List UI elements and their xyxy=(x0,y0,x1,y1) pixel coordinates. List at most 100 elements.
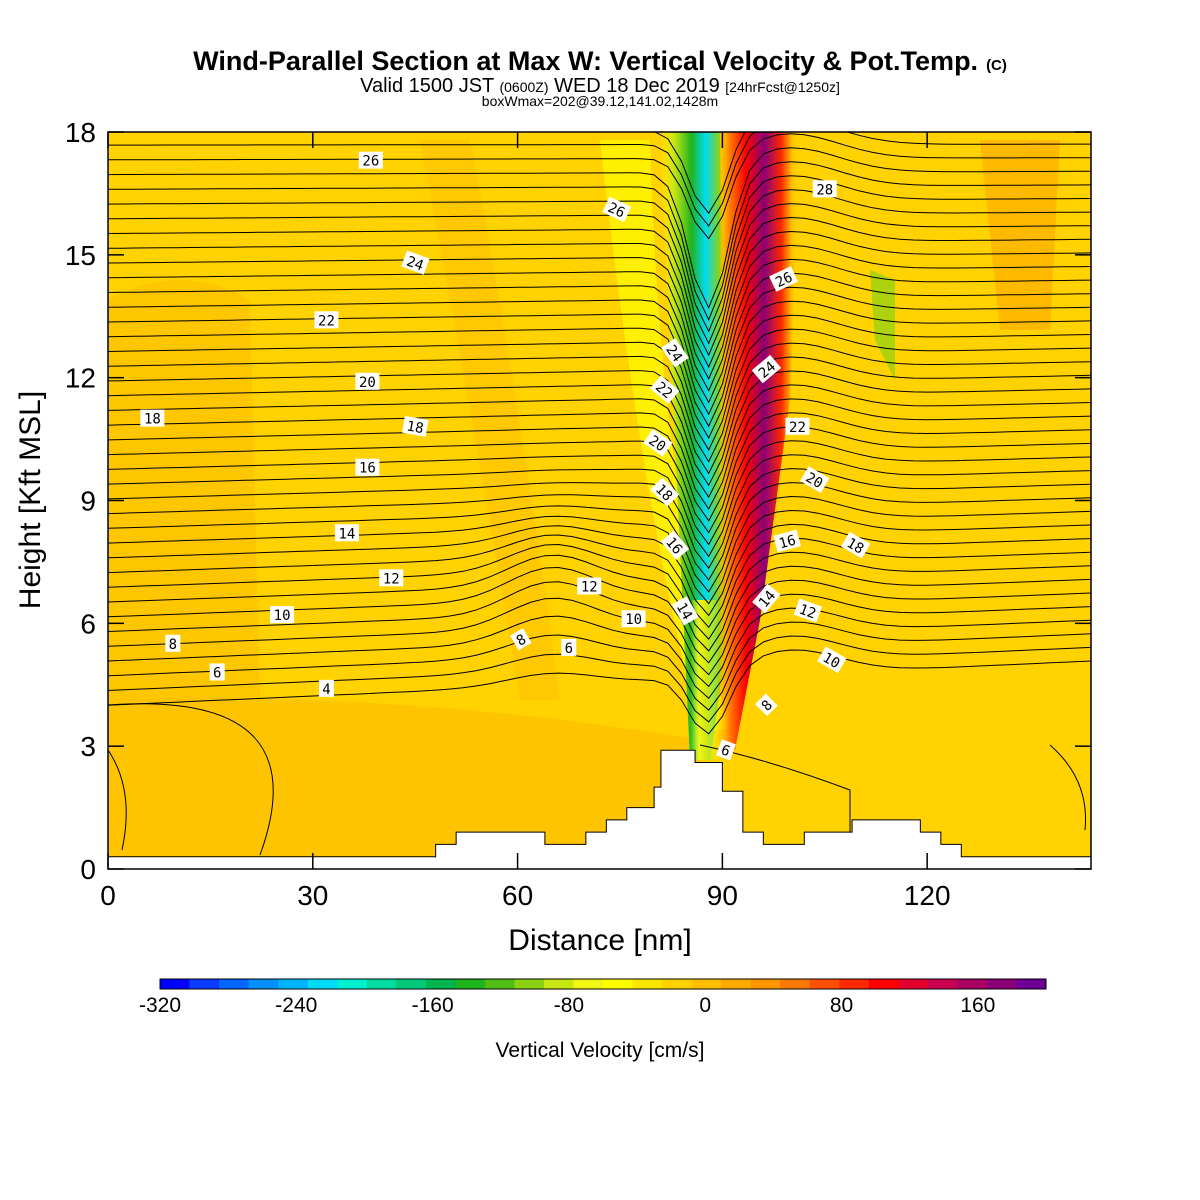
y-tick-label: 3 xyxy=(80,731,96,762)
contour-label-text: 16 xyxy=(777,533,797,553)
isentrope-line xyxy=(108,175,1091,333)
contour-label-text: 10 xyxy=(625,612,642,628)
contour-label-box xyxy=(769,266,799,292)
y-tick-label: 9 xyxy=(80,486,96,517)
contour-label-box xyxy=(643,428,673,457)
contour-label: 6 xyxy=(561,638,577,657)
colorbar-tick-label: -240 xyxy=(275,994,317,1017)
velocity-contours xyxy=(108,703,1087,856)
colorbar-swatch xyxy=(868,979,899,989)
contour-label: 8 xyxy=(755,693,778,717)
isentrope-line xyxy=(108,621,1091,711)
contour-label-text: 24 xyxy=(404,254,425,275)
x-axis: 0 30 60 90 120 xyxy=(100,132,951,911)
contour-label-text: 26 xyxy=(773,269,795,291)
colorbar-swatch xyxy=(603,979,634,989)
contour-label-box xyxy=(165,634,181,652)
contour-label: 18 xyxy=(140,409,165,428)
colorbar-swatch xyxy=(809,979,840,989)
contour-label-box xyxy=(401,415,429,437)
velocity-contour xyxy=(108,703,274,856)
contour-label-text: 20 xyxy=(803,470,826,492)
colorbar-swatch xyxy=(337,979,368,989)
plot-field xyxy=(108,132,1091,869)
contour-label-box xyxy=(800,466,830,493)
isentrope-line xyxy=(108,147,1091,310)
contour-label-box xyxy=(671,596,699,626)
isentrope-line xyxy=(108,523,1091,629)
contour-label-text: 10 xyxy=(274,608,291,624)
contour-label-text: 6 xyxy=(213,665,221,681)
contour-label-box xyxy=(785,417,810,435)
contour-label: 6 xyxy=(209,663,225,681)
y-axis: 0 3 6 9 12 15 18 xyxy=(65,117,1091,885)
contour-label: 14 xyxy=(671,596,699,626)
contour-label-box xyxy=(577,577,602,595)
contour-label-box xyxy=(716,739,736,761)
colorbar-ticks: -320 -240 -160 -80 0 80 160 xyxy=(139,994,995,1017)
colorbar-swatch xyxy=(780,979,811,989)
contour-label: 20 xyxy=(355,372,380,391)
contour-label-text: 12 xyxy=(383,571,400,587)
colorbar-frame xyxy=(159,978,1047,990)
contour-label-text: 28 xyxy=(816,182,833,198)
contour-label-box xyxy=(660,530,690,560)
isentrope-line xyxy=(108,454,1091,570)
contour-label-text: 10 xyxy=(820,650,843,672)
x-tick-label: 60 xyxy=(502,880,533,911)
isentrope-line xyxy=(108,244,1091,392)
contour-label: 18 xyxy=(401,415,429,437)
contour-label-box xyxy=(355,372,380,390)
y-tick-label: 0 xyxy=(80,854,96,885)
isentrope-line xyxy=(108,286,1091,428)
contour-label-text: 16 xyxy=(359,461,376,477)
contour-label-text: 6 xyxy=(565,641,573,657)
y-tick-label: 18 xyxy=(65,117,96,148)
isentrope-line xyxy=(108,468,1091,581)
contour-label-box xyxy=(812,180,837,198)
colorbar-swatch xyxy=(425,979,456,989)
x-axis-label: Distance [nm] xyxy=(508,924,691,957)
chart-title: Wind-Parallel Section at Max W: Vertical… xyxy=(193,46,1007,76)
isentrope-line xyxy=(108,635,1091,723)
colorbar-swatch xyxy=(514,979,545,989)
contour-label-text: 14 xyxy=(338,526,355,542)
contour-label: 24 xyxy=(401,250,430,275)
contour-label: 22 xyxy=(785,417,810,436)
contour-label: 26 xyxy=(358,151,383,170)
isentrope-line xyxy=(108,356,1091,487)
y-axis-label: Height [Kft MSL] xyxy=(14,391,47,609)
contour-label-box xyxy=(314,311,339,329)
contour-label: 12 xyxy=(793,598,823,623)
contour-label-box xyxy=(773,529,801,553)
colorbar-swatch xyxy=(307,979,338,989)
y-tick-label: 15 xyxy=(65,240,96,271)
x-tick-label: 30 xyxy=(297,880,328,911)
x-tick-label: 90 xyxy=(707,880,738,911)
contour-label-box xyxy=(650,375,680,404)
contour-label-box xyxy=(751,354,782,384)
contour-label: 4 xyxy=(318,679,334,698)
colorbar xyxy=(159,978,1047,990)
isentrope-line xyxy=(108,272,1091,416)
isentrope-line xyxy=(108,537,1091,640)
colorbar-swatch xyxy=(484,979,515,989)
contour-label-box xyxy=(841,531,871,559)
contour-label-text: 22 xyxy=(789,420,806,436)
contour-label-box xyxy=(793,598,823,623)
isentrope-line xyxy=(108,203,1091,357)
contour-label: 12 xyxy=(577,577,602,595)
contour-label: 10 xyxy=(621,610,646,628)
contour-label-text: 12 xyxy=(581,579,598,595)
contour-label-text: 20 xyxy=(359,375,376,391)
colorbar-tick-label: 0 xyxy=(699,994,711,1017)
contour-label-box xyxy=(561,638,577,656)
contour-label-box xyxy=(379,569,404,587)
isentrope-line xyxy=(108,607,1091,700)
velocity-contour xyxy=(1049,744,1087,831)
colorbar-tick-label: 160 xyxy=(960,994,995,1017)
y-tick-label: 6 xyxy=(80,608,96,639)
contour-label-text: 4 xyxy=(322,682,330,698)
contour-label-text: 8 xyxy=(169,637,177,653)
